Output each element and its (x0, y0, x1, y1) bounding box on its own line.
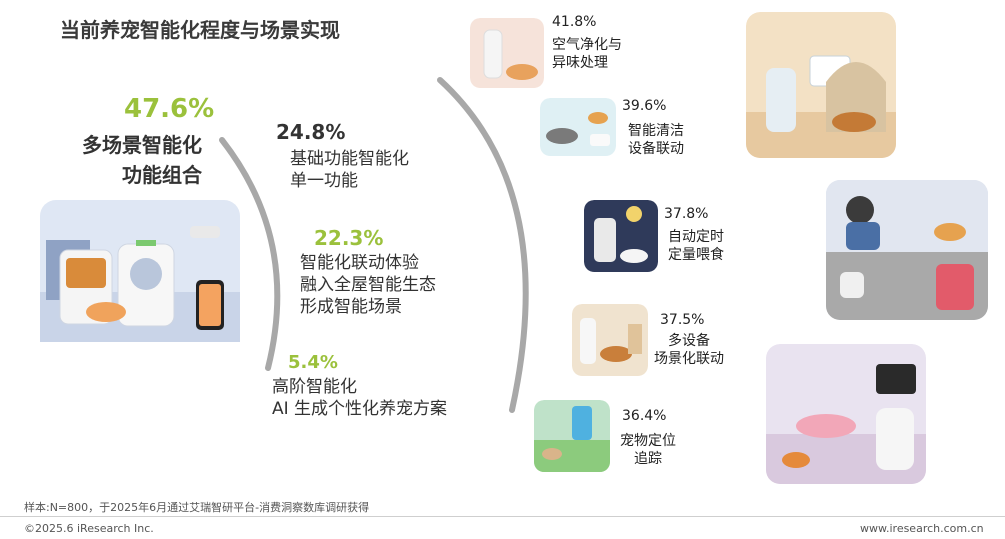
level-3-value: 22.3% (314, 226, 384, 250)
left-arc (219, 137, 281, 371)
level-1-label: 多场景智能化 功能组合 (40, 130, 202, 190)
level-3-line-2: 融入全屋智能生态 (300, 275, 436, 295)
website: www.iresearch.com.cn (860, 522, 984, 535)
level-3-line-1: 智能化联动体验 (300, 253, 419, 273)
pet-tracking-thumbnail (534, 400, 610, 472)
scene-2-line-2: 设备联动 (628, 141, 684, 157)
scene-1-label: 空气净化与 异味处理 (552, 36, 622, 72)
scene-2-line-1: 智能清洁 (628, 123, 684, 139)
scene-4-value: 37.5% (660, 312, 705, 328)
smart-cleaning-thumbnail (540, 98, 616, 156)
smart-feeder-illustration (40, 200, 240, 342)
scene-3-line-1: 自动定时 (668, 229, 724, 245)
scene-3-line-2: 定量喂食 (668, 247, 724, 263)
level-4-value: 5.4% (288, 352, 338, 373)
level-4-line-2: AI 生成个性化养宠方案 (272, 399, 448, 419)
level-1-line-1: 多场景智能化 (82, 133, 202, 157)
scene-5-line-1: 宠物定位 (620, 433, 676, 449)
scene-4-line-2: 场景化联动 (654, 351, 724, 367)
scene-3-value: 37.8% (664, 206, 709, 222)
smart-home-dog-photo (746, 12, 896, 158)
scene-5-label: 宠物定位 追踪 (620, 432, 676, 468)
sample-note: 样本:N=800，于2025年6月通过艾瑞智研平台-消费洞察数库调研获得 (24, 501, 370, 514)
footer-divider (0, 516, 1005, 517)
smart-litter-photo (766, 344, 926, 484)
scene-2-label: 智能清洁 设备联动 (628, 122, 684, 158)
level-2-line-1: 基础功能智能化 (290, 149, 409, 169)
copyright: ©2025.6 iResearch Inc. (24, 522, 154, 535)
auto-feeder-thumbnail (584, 200, 658, 272)
scene-4-line-1: 多设备 (668, 333, 710, 349)
level-2-line-2: 单一功能 (290, 171, 358, 191)
air-purifier-thumbnail (470, 18, 544, 88)
scene-5-value: 36.4% (622, 408, 667, 424)
scene-1-line-1: 空气净化与 (552, 37, 622, 53)
level-2-label: 基础功能智能化 单一功能 (290, 148, 409, 192)
scene-5-line-2: 追踪 (634, 451, 662, 467)
level-2-value: 24.8% (276, 120, 346, 144)
page-title: 当前养宠智能化程度与场景实现 (60, 18, 340, 42)
level-3-label: 智能化联动体验 融入全屋智能生态 形成智能场景 (300, 252, 436, 318)
level-3-line-3: 形成智能场景 (300, 297, 402, 317)
scene-1-line-2: 异味处理 (552, 55, 608, 71)
scene-2-value: 39.6% (622, 98, 667, 114)
scene-4-label: 多设备 场景化联动 (654, 332, 724, 368)
level-4-line-1: 高阶智能化 (272, 377, 357, 397)
scene-1-value: 41.8% (552, 14, 597, 30)
right-arc (437, 77, 529, 413)
level-4-label: 高阶智能化 AI 生成个性化养宠方案 (272, 376, 447, 420)
level-1-value: 47.6% (124, 94, 215, 124)
level-1-line-2: 功能组合 (122, 163, 202, 187)
scene-3-label: 自动定时 定量喂食 (668, 228, 724, 264)
remote-feeding-photo (826, 180, 988, 320)
multi-device-thumbnail (572, 304, 648, 376)
